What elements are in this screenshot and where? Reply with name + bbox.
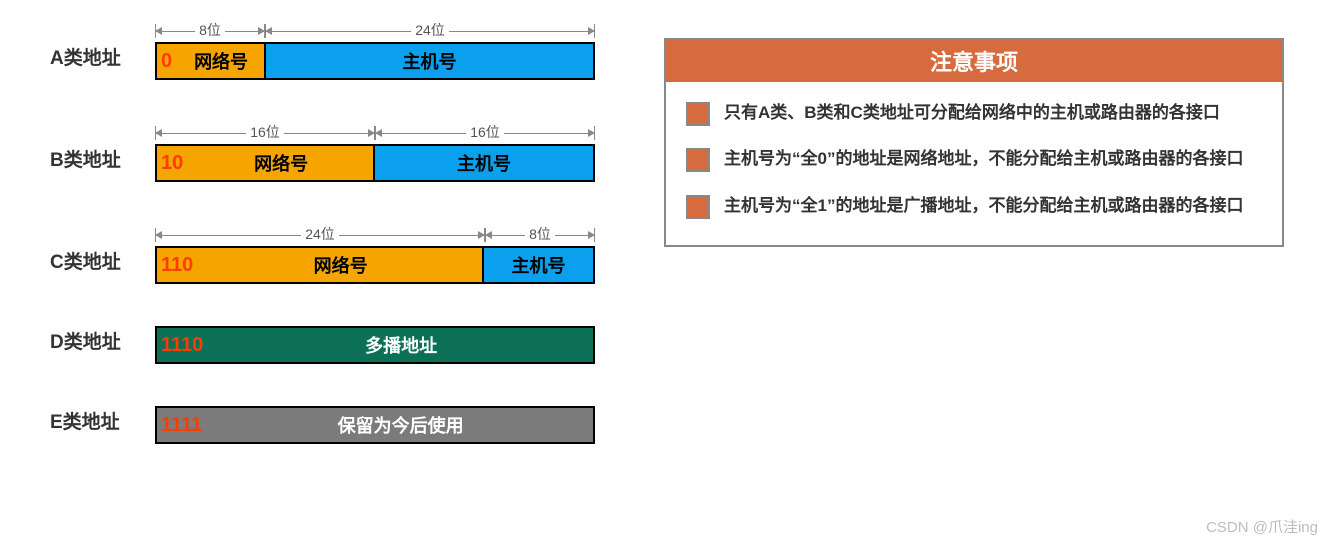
dimension-row: 16位16位 <box>155 122 595 144</box>
class-row-C: C类地址24位8位110网络号主机号 <box>50 224 620 284</box>
note-item: 只有A类、B类和C类地址可分配给网络中的主机或路由器的各接口 <box>686 100 1262 126</box>
address-bar: 0网络号主机号 <box>155 42 595 80</box>
note-text: 只有A类、B类和C类地址可分配给网络中的主机或路由器的各接口 <box>724 100 1220 126</box>
notes-title: 注意事项 <box>666 40 1282 82</box>
prefix-bits: 1110 <box>157 334 209 357</box>
segment-label: 网络号 <box>199 252 482 278</box>
note-text: 主机号为“全0”的地址是网络地址，不能分配给主机或路由器的各接口 <box>724 146 1243 172</box>
bar-wrap: 1111保留为今后使用 <box>155 406 595 444</box>
segment-label: 主机号 <box>375 150 593 176</box>
class-label: A类地址 <box>50 43 155 80</box>
segment-label: 保留为今后使用 <box>208 412 593 438</box>
prefix-bits: 110 <box>157 254 199 277</box>
dimension-row: 8位24位 <box>155 20 595 42</box>
class-label: C类地址 <box>50 247 155 284</box>
note-item: 主机号为“全1”的地址是广播地址，不能分配给主机或路由器的各接口 <box>686 193 1262 219</box>
bar-wrap: 8位24位0网络号主机号 <box>155 20 595 80</box>
segment-label: 网络号 <box>178 48 264 74</box>
dimension-label: 8位 <box>155 20 265 42</box>
segment-label: 主机号 <box>266 48 593 74</box>
address-bar: 10网络号主机号 <box>155 144 595 182</box>
prefix-bits: 0 <box>157 50 178 73</box>
segment-主机号: 主机号 <box>484 248 593 282</box>
dimension-label: 24位 <box>155 224 485 246</box>
dimension-label: 24位 <box>265 20 595 42</box>
class-row-A: A类地址8位24位0网络号主机号 <box>50 20 620 80</box>
dimension-label: 16位 <box>375 122 595 144</box>
bar-wrap: 1110多播地址 <box>155 326 595 364</box>
bar-wrap: 24位8位110网络号主机号 <box>155 224 595 284</box>
segment-多播地址: 1110多播地址 <box>157 328 593 362</box>
dimension-row: 24位8位 <box>155 224 595 246</box>
class-row-D: D类地址1110多播地址 <box>50 326 620 364</box>
note-item: 主机号为“全0”的地址是网络地址，不能分配给主机或路由器的各接口 <box>686 146 1262 172</box>
bar-wrap: 16位16位10网络号主机号 <box>155 122 595 182</box>
prefix-bits: 10 <box>157 152 189 175</box>
address-bar: 1110多播地址 <box>155 326 595 364</box>
segment-主机号: 主机号 <box>266 44 593 78</box>
class-row-E: E类地址1111保留为今后使用 <box>50 406 620 444</box>
segment-网络号: 0网络号 <box>157 44 266 78</box>
watermark: CSDN @爪洼ing <box>1206 516 1318 537</box>
note-text: 主机号为“全1”的地址是广播地址，不能分配给主机或路由器的各接口 <box>724 193 1243 219</box>
prefix-bits: 1111 <box>157 414 208 437</box>
segment-label: 网络号 <box>189 150 373 176</box>
note-bullet-icon <box>686 148 710 172</box>
segment-网络号: 110网络号 <box>157 248 484 282</box>
segment-label: 主机号 <box>484 252 593 278</box>
dimension-label: 8位 <box>485 224 595 246</box>
dimension-label: 16位 <box>155 122 375 144</box>
class-label: D类地址 <box>50 327 155 364</box>
note-bullet-icon <box>686 195 710 219</box>
class-label: E类地址 <box>50 407 155 444</box>
segment-label: 多播地址 <box>209 332 593 358</box>
note-bullet-icon <box>686 102 710 126</box>
address-bar: 1111保留为今后使用 <box>155 406 595 444</box>
notes-panel: 注意事项 只有A类、B类和C类地址可分配给网络中的主机或路由器的各接口主机号为“… <box>664 38 1284 247</box>
segment-保留为今后使用: 1111保留为今后使用 <box>157 408 593 442</box>
class-row-B: B类地址16位16位10网络号主机号 <box>50 122 620 182</box>
notes-body: 只有A类、B类和C类地址可分配给网络中的主机或路由器的各接口主机号为“全0”的地… <box>666 82 1282 245</box>
address-classes-panel: A类地址8位24位0网络号主机号B类地址16位16位10网络号主机号C类地址24… <box>50 20 620 486</box>
segment-网络号: 10网络号 <box>157 146 375 180</box>
segment-主机号: 主机号 <box>375 146 593 180</box>
address-bar: 110网络号主机号 <box>155 246 595 284</box>
class-label: B类地址 <box>50 145 155 182</box>
